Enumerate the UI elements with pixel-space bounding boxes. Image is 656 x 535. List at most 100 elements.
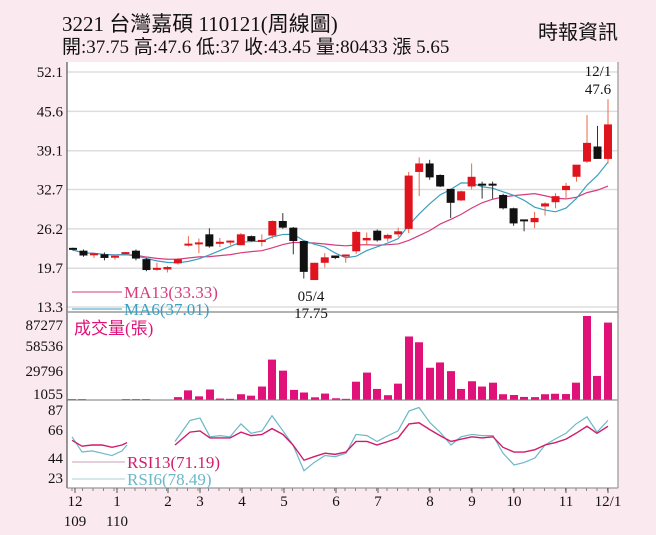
candle-body <box>268 220 277 236</box>
candle-body <box>415 163 424 172</box>
candle-body <box>110 255 119 258</box>
price-panel <box>67 62 618 312</box>
volume-bar <box>258 386 266 400</box>
candle-body <box>394 231 403 235</box>
y-tick-label: 13.3 <box>37 300 63 316</box>
candle-body <box>352 231 361 252</box>
candle-body <box>383 234 392 239</box>
y-tick-label: 19.7 <box>37 261 64 277</box>
volume-bar <box>373 388 381 400</box>
rsi-tick-label: 44 <box>48 451 64 467</box>
volume-bar <box>499 394 507 400</box>
candle-body <box>194 242 203 245</box>
candle-body <box>173 259 182 264</box>
y-tick-label: 26.2 <box>37 222 63 238</box>
volume-bar <box>394 383 402 400</box>
rsi13-line <box>174 422 609 462</box>
price-summary: 開:37.75 高:47.6 低:37 收:43.45 量:80433 漲 5.… <box>62 37 450 58</box>
volume-bar <box>447 371 455 400</box>
volume-bar <box>426 367 434 400</box>
volume-bar <box>226 398 234 400</box>
candle-body <box>467 176 476 187</box>
candle-body <box>488 183 497 186</box>
volume-bar <box>562 394 570 400</box>
candle-body <box>583 142 592 162</box>
x-tick-label: 3 <box>196 494 204 510</box>
candle-body <box>89 253 98 256</box>
volume-bar <box>457 388 465 400</box>
x-tick-label: 12 <box>68 494 83 510</box>
candle-body <box>289 227 298 241</box>
candle-body <box>236 234 245 246</box>
volume-bar <box>593 375 601 400</box>
volume-bar <box>247 395 255 400</box>
rsi-tick-label: 66 <box>48 423 64 439</box>
source-label: 時報資訊 <box>538 22 618 44</box>
volume-bar <box>489 382 497 400</box>
candle-body <box>131 250 140 259</box>
volume-bar <box>384 395 392 400</box>
volume-bar <box>520 396 528 400</box>
volume-bar <box>531 397 539 400</box>
volume-bar <box>332 398 340 400</box>
candle-body <box>69 247 77 250</box>
volume-bar <box>321 393 329 400</box>
candle-body <box>593 146 602 159</box>
rsi6-legend: RSI6(78.49) <box>127 470 212 489</box>
rsi-panel <box>67 401 618 488</box>
volume-bar <box>604 322 612 400</box>
x-year-label: 110 <box>106 514 128 530</box>
chart-title: 3221 台灣嘉碩 110121(周線圖) <box>62 12 338 36</box>
low-value-label: 17.75 <box>294 306 328 322</box>
candle-body <box>520 219 529 222</box>
volume-bar <box>352 381 360 400</box>
high-value-label: 47.6 <box>585 82 612 98</box>
candle-body <box>425 163 434 178</box>
candle-body <box>121 252 130 255</box>
volume-bar <box>405 336 413 400</box>
candle-body <box>436 174 445 187</box>
rsi6-line <box>174 406 609 472</box>
candle-body <box>551 196 560 203</box>
x-tick-label: 8 <box>426 494 434 510</box>
candle-body <box>530 217 539 223</box>
candle-body <box>215 241 224 244</box>
volume-tick-label: 58536 <box>26 339 64 355</box>
ma13-legend: MA13(33.33) <box>124 283 218 302</box>
candle-body <box>100 254 109 258</box>
volume-bar <box>468 381 476 400</box>
candle-body <box>226 240 235 243</box>
volume-bar <box>216 398 224 400</box>
y-tick-label: 52.1 <box>37 65 63 81</box>
volume-bar <box>195 396 203 400</box>
volume-bar <box>583 316 591 400</box>
volume-bar <box>551 393 559 400</box>
x-tick-label: 2 <box>164 494 172 510</box>
candle-body <box>152 267 161 270</box>
candle-body <box>604 124 612 159</box>
x-year-label: 109 <box>64 514 87 530</box>
volume-panel <box>67 312 618 401</box>
candle-body <box>184 243 193 246</box>
ma6-legend: MA6(37.01) <box>124 300 209 319</box>
candle-body <box>572 164 581 177</box>
volume-bar <box>206 389 214 400</box>
x-tick-label: 1 <box>113 494 121 510</box>
x-tick-label: 5 <box>280 494 288 510</box>
rsi13-legend: RSI13(71.19) <box>127 453 220 472</box>
candle-body <box>299 240 308 272</box>
volume-bar <box>572 382 580 400</box>
candle-body <box>362 237 371 241</box>
candle-body <box>142 259 151 271</box>
candle-body <box>509 208 518 224</box>
volume-tick-label: 1055 <box>33 387 63 403</box>
volume-bar <box>237 394 245 400</box>
high-date-label: 12/1 <box>585 64 612 80</box>
volume-bar <box>311 397 319 400</box>
volume-bar <box>436 362 444 400</box>
candle-body <box>541 203 550 207</box>
candle-body <box>478 183 487 186</box>
volume-bar <box>268 359 276 400</box>
candle-body <box>79 250 88 256</box>
